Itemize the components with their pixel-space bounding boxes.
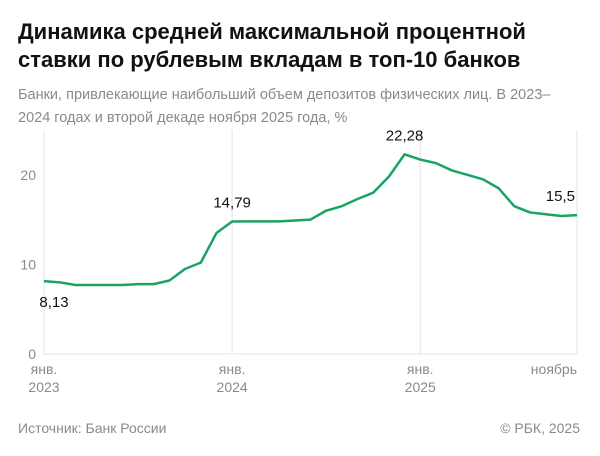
source: Источник: Банк России [18, 420, 167, 436]
chart-title: Динамика средней максимальной процентной… [18, 19, 526, 72]
y-tick-label: 0 [28, 346, 36, 362]
y-tick-label: 20 [20, 167, 36, 183]
x-tick-label: ноябрь [531, 361, 577, 377]
data-label: 15,5 [546, 188, 575, 205]
data-label: 14,79 [213, 194, 251, 211]
x-tick-label: янв. 2025 [405, 361, 436, 395]
line [43, 153, 578, 287]
data-label: 8,13 [39, 294, 68, 311]
x-tick-label: янв. 2024 [217, 361, 248, 395]
y-tick-label: 10 [20, 256, 36, 272]
data-label: 22,28 [386, 127, 424, 144]
credit: © РБК, 2025 [500, 420, 580, 436]
x-tick-label: янв. 2023 [28, 361, 59, 395]
chart-subtitle: Банки, привлекающие наибольший объем деп… [18, 87, 551, 126]
